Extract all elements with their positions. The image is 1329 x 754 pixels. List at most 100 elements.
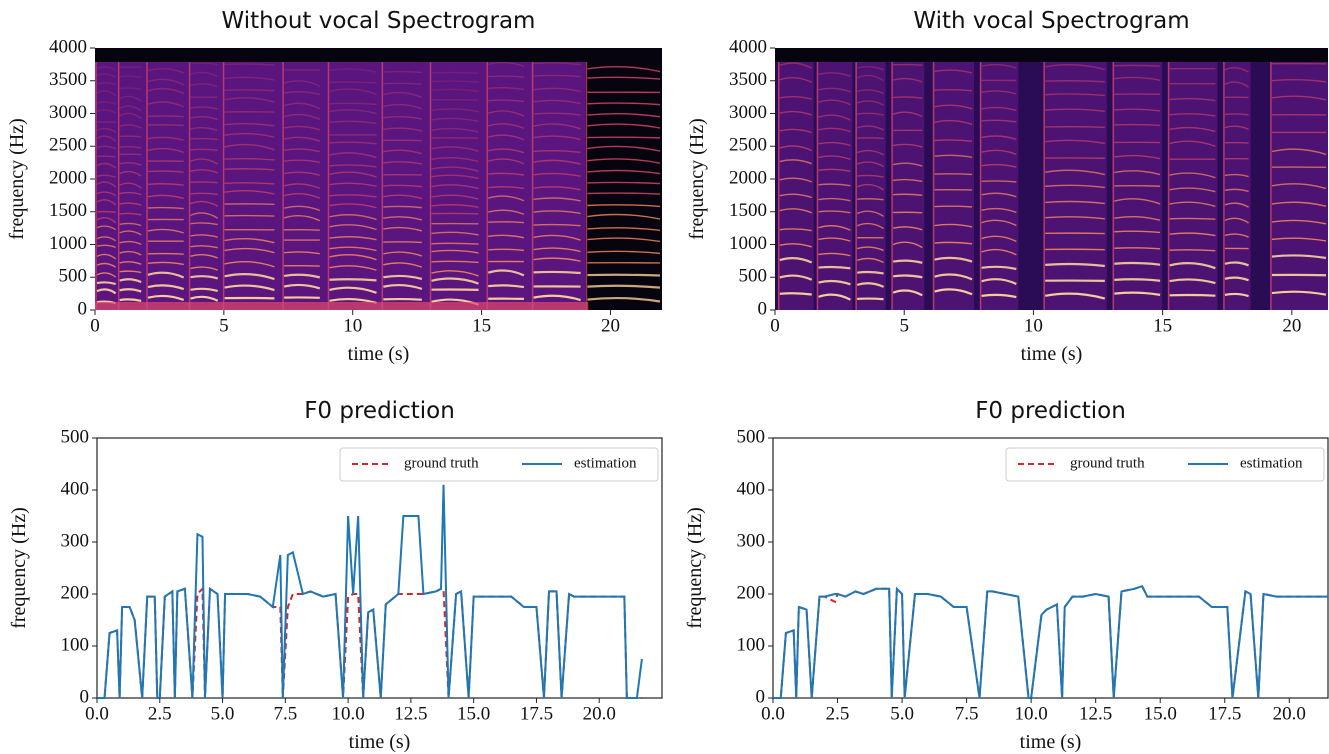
harmonic xyxy=(779,62,813,69)
harmonic xyxy=(96,127,117,133)
harmonic xyxy=(329,120,377,125)
harmonic xyxy=(856,125,884,131)
harmonic xyxy=(96,66,116,71)
harmonic xyxy=(119,112,142,119)
harmonic xyxy=(587,192,661,195)
harmonic xyxy=(1045,200,1105,205)
harmonic xyxy=(96,272,117,278)
harmonic xyxy=(1271,237,1327,242)
harmonic xyxy=(383,216,423,221)
harmonic xyxy=(119,230,142,236)
harmonic xyxy=(147,183,184,186)
y-tick-label: 0 xyxy=(756,686,766,707)
harmonic xyxy=(818,197,851,202)
y-tick-label: 3000 xyxy=(49,102,87,123)
harmonic xyxy=(431,117,479,123)
harmonic xyxy=(981,163,1017,168)
harmonic xyxy=(190,158,219,165)
harmonic xyxy=(119,124,142,129)
harmonic xyxy=(533,223,581,227)
y-tick-label: 100 xyxy=(737,634,766,655)
harmonic xyxy=(857,198,884,201)
harmonic xyxy=(383,283,423,290)
harmonic xyxy=(1169,113,1216,117)
harmonic xyxy=(431,212,479,215)
harmonic xyxy=(587,169,661,175)
harmonic xyxy=(818,127,851,133)
harmonic xyxy=(488,148,525,154)
harmonic xyxy=(224,284,275,292)
y-tick-label: 3000 xyxy=(729,102,767,123)
harmonic xyxy=(1114,108,1161,112)
harmonic xyxy=(856,222,884,230)
harmonic xyxy=(1045,108,1105,113)
harmonic xyxy=(934,119,973,126)
harmonic xyxy=(329,278,377,282)
harmonic xyxy=(329,194,377,198)
harmonic xyxy=(981,293,1017,299)
harmonic xyxy=(190,234,218,238)
harmonic xyxy=(533,87,581,93)
harmonic xyxy=(383,274,423,280)
harmonic xyxy=(587,145,661,152)
harmonic xyxy=(818,279,851,286)
legend: ground truth estimation xyxy=(339,447,659,482)
x-tick-label: 12.5 xyxy=(394,703,427,724)
harmonic xyxy=(329,182,377,188)
harmonic xyxy=(892,143,923,148)
y-tick-label: 2500 xyxy=(729,135,767,156)
harmonic xyxy=(190,127,218,132)
harmonic xyxy=(587,158,661,164)
spectrogram-segment xyxy=(585,48,662,310)
harmonic xyxy=(284,251,320,255)
harmonic xyxy=(147,294,185,301)
harmonic xyxy=(1271,183,1327,190)
x-tick-label: 2.5 xyxy=(826,703,850,724)
harmonic xyxy=(587,273,661,277)
harmonic xyxy=(147,78,185,86)
harmonic xyxy=(587,284,661,289)
harmonic xyxy=(431,174,479,180)
harmonic xyxy=(1114,291,1161,296)
harmonic xyxy=(533,74,581,78)
harmonic xyxy=(488,134,525,141)
harmonic xyxy=(1114,230,1161,234)
harmonic xyxy=(818,141,851,147)
harmonic xyxy=(779,110,812,116)
harmonic xyxy=(1224,188,1249,193)
harmonic xyxy=(224,189,275,195)
legend: ground truth estimation xyxy=(1005,447,1325,482)
harmonic xyxy=(224,143,275,151)
harmonic xyxy=(431,80,479,83)
y-tick-label: 3500 xyxy=(729,69,767,90)
harmonic xyxy=(190,62,218,66)
harmonic xyxy=(818,293,851,301)
harmonic xyxy=(283,205,321,212)
harmonic xyxy=(119,135,142,138)
harmonic xyxy=(190,222,218,226)
harmonic xyxy=(1169,172,1216,179)
harmonic xyxy=(96,236,117,242)
harmonic xyxy=(119,170,142,177)
y-tick-label: 2000 xyxy=(729,167,767,188)
harmonic xyxy=(147,206,184,210)
harmonic xyxy=(329,141,377,145)
legend-label: ground truth xyxy=(1070,455,1145,471)
harmonic xyxy=(934,104,973,110)
harmonic xyxy=(779,193,812,199)
harmonic xyxy=(893,193,923,196)
harmonic xyxy=(283,125,321,131)
y-tick-label: 0 xyxy=(758,298,768,319)
harmonic xyxy=(1169,232,1216,237)
x-tick-label: 17.5 xyxy=(1208,703,1241,724)
harmonic xyxy=(1271,219,1327,225)
x-tick-label: 5 xyxy=(899,315,909,336)
harmonic xyxy=(383,161,422,165)
x-tick-label: 7.5 xyxy=(955,703,979,724)
harmonic xyxy=(96,262,117,268)
harmonic xyxy=(431,166,479,172)
harmonic xyxy=(119,212,142,216)
harmonic xyxy=(1114,170,1161,176)
harmonic xyxy=(283,273,321,279)
harmonic xyxy=(1114,215,1161,221)
